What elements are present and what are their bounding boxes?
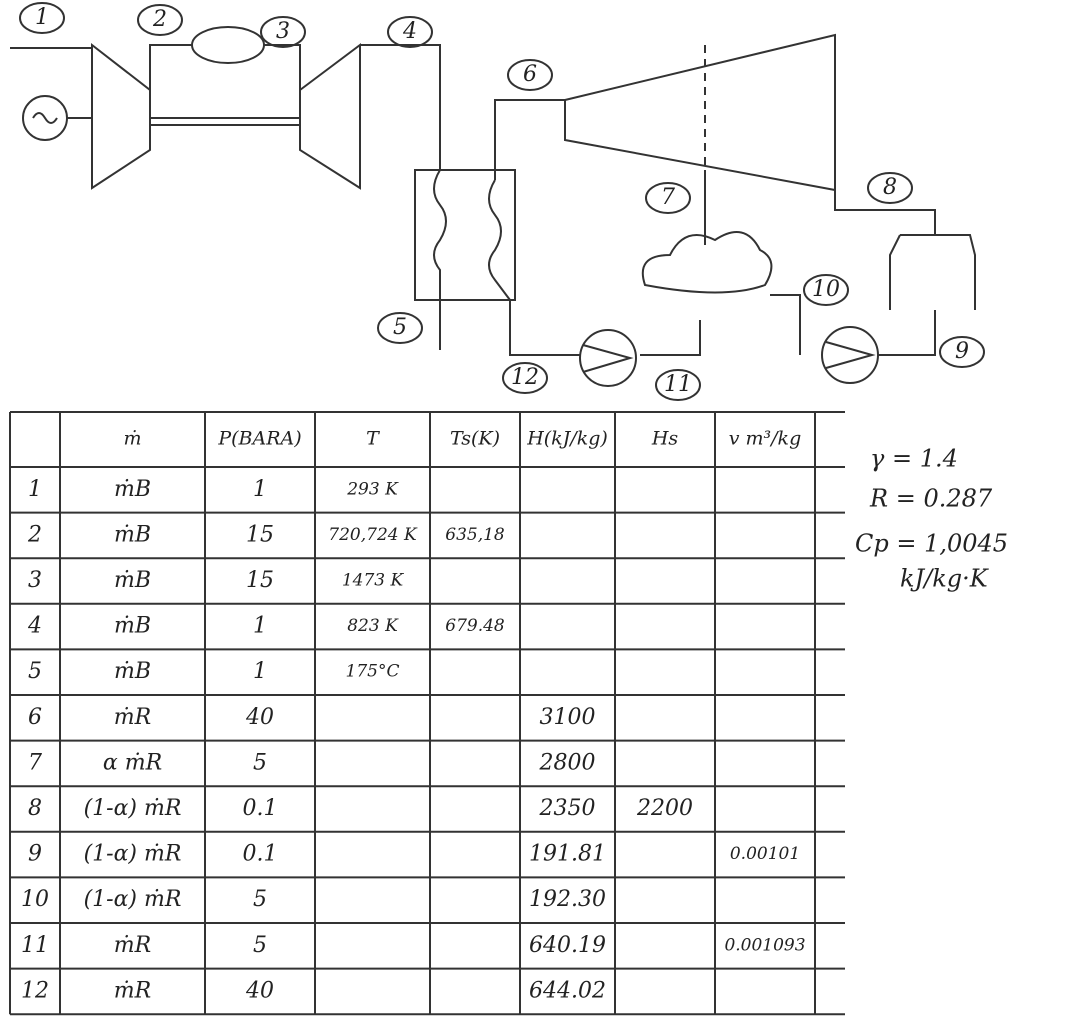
table-cell: 679.48 xyxy=(445,616,505,636)
node-circle xyxy=(867,172,913,204)
table-cell: 644.02 xyxy=(529,978,606,1003)
node-label: 2 xyxy=(152,7,167,32)
table-cell: 0.1 xyxy=(243,796,278,821)
table-header: Ts(K) xyxy=(450,428,500,450)
table-cell: 3100 xyxy=(540,705,596,730)
table-cell: 6 xyxy=(28,705,42,730)
table-cell: 2800 xyxy=(539,750,596,775)
table-cell: (1-α) ṁR xyxy=(84,887,182,912)
node-label: 12 xyxy=(511,365,539,390)
node-label: 1 xyxy=(35,5,49,30)
node-label: 3 xyxy=(276,19,290,44)
table-cell: ṁB xyxy=(114,477,151,502)
table-cell: 4 xyxy=(27,614,42,639)
table-cell: 0.001093 xyxy=(724,935,805,955)
table-cell: ṁR xyxy=(114,705,151,730)
table-cell: 15 xyxy=(246,522,274,547)
table-cell: ṁB xyxy=(114,568,151,593)
table-cell: 191.81 xyxy=(529,842,606,867)
node-label: 6 xyxy=(523,62,537,87)
table-cell: 15 xyxy=(246,568,274,593)
table-cell: 0.1 xyxy=(243,842,278,867)
table-header: ṁ xyxy=(123,428,141,450)
table-cell: 0.00101 xyxy=(730,844,800,864)
node-label: 5 xyxy=(393,315,407,340)
table-header: H(kJ/kg) xyxy=(526,428,608,450)
node-label: 9 xyxy=(955,339,969,364)
table-cell: 5 xyxy=(28,659,42,684)
table-header: T xyxy=(366,428,380,450)
node-label: 8 xyxy=(883,175,897,200)
table-cell: 1 xyxy=(253,659,267,684)
table-header: Hs xyxy=(651,428,679,450)
table-cell: 1 xyxy=(28,477,42,502)
node-circle xyxy=(377,312,423,344)
table-cell: (1-α) ṁR xyxy=(84,842,182,867)
table-cell: ṁB xyxy=(114,522,151,547)
node-label: 4 xyxy=(402,19,417,44)
table-cell: 40 xyxy=(245,705,274,730)
table-cell: 5 xyxy=(253,750,267,775)
node-circle xyxy=(19,2,65,34)
table-cell: 192.30 xyxy=(529,887,606,912)
node-circle xyxy=(655,369,701,401)
gas-turbine xyxy=(10,26,441,190)
table-cell: 2 xyxy=(27,522,42,547)
table-cell: 7 xyxy=(28,750,42,775)
table-cell: 10 xyxy=(21,887,49,912)
steam-cycle xyxy=(414,33,976,387)
table-cell: 293 K xyxy=(346,479,399,499)
table-header: v m³/kg xyxy=(729,428,801,450)
node-circle xyxy=(260,16,306,48)
node-circle xyxy=(803,274,849,306)
constant: γ = 1.4 xyxy=(870,445,958,473)
table-cell: 40 xyxy=(245,978,274,1003)
table-cell: 12 xyxy=(21,978,49,1003)
node-circle xyxy=(387,16,433,48)
table-cell: 175°C xyxy=(346,662,400,682)
node-circle xyxy=(645,182,691,214)
constant: kJ/kg·K xyxy=(900,565,990,593)
table-cell: (1-α) ṁR xyxy=(84,796,182,821)
table-cell: ṁB xyxy=(114,659,151,684)
table-cell: α ṁR xyxy=(103,750,162,775)
table-cell: ṁR xyxy=(114,933,151,958)
table-cell: 1473 K xyxy=(342,571,405,591)
table-cell: 823 K xyxy=(347,616,399,636)
table-cell: 11 xyxy=(21,933,49,958)
table-cell: 2350 xyxy=(539,796,596,821)
table-cell: ṁB xyxy=(114,614,151,639)
node-circle xyxy=(507,59,553,91)
table-cell: 1 xyxy=(253,614,267,639)
constant: R = 0.287 xyxy=(869,485,993,513)
table-cell: 8 xyxy=(28,796,42,821)
table-cell: 635,18 xyxy=(445,525,505,545)
node-circle xyxy=(502,362,548,394)
node-label: 11 xyxy=(664,372,692,397)
table-cell: 2200 xyxy=(636,796,693,821)
table-cell: 5 xyxy=(253,887,267,912)
table-cell: 640.19 xyxy=(529,933,606,958)
table-cell: 5 xyxy=(253,933,267,958)
node-circle xyxy=(939,336,985,368)
table-cell: 3 xyxy=(28,568,42,593)
node-circle xyxy=(137,4,183,36)
table-cell: 9 xyxy=(28,842,42,867)
table-cell: 1 xyxy=(253,477,267,502)
table-cell: 720,724 K xyxy=(328,525,418,545)
table-cell: ṁR xyxy=(114,978,151,1003)
node-label: 7 xyxy=(661,185,675,210)
node-label: 10 xyxy=(812,277,840,302)
table-header: P(BARA) xyxy=(217,428,301,450)
constant: Cp = 1,0045 xyxy=(855,530,1008,558)
